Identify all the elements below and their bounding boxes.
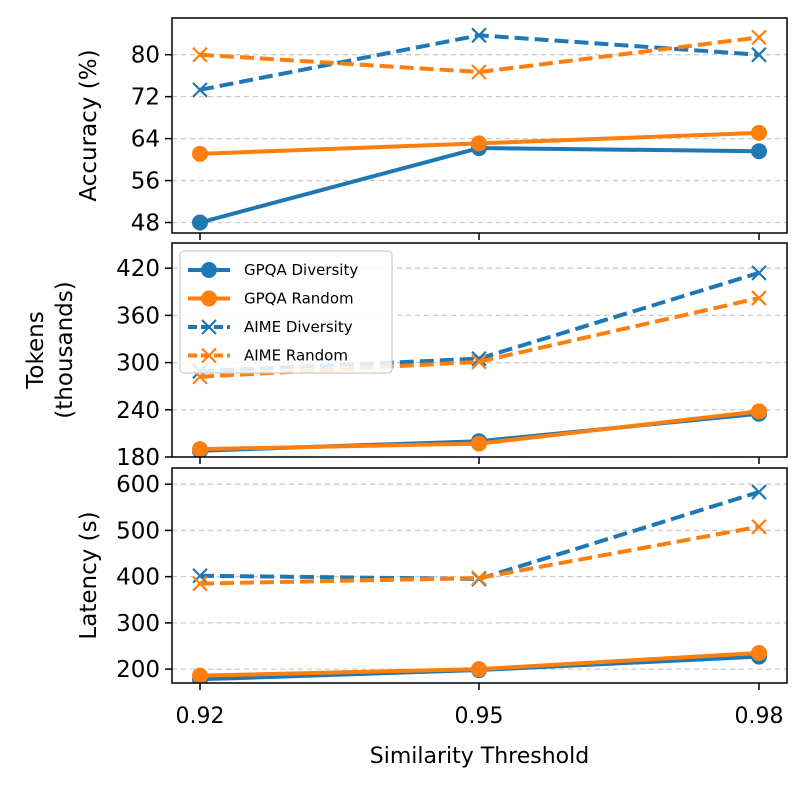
y-axis-label: Accuracy (%)	[76, 49, 102, 201]
y-tick-label: 180	[116, 445, 160, 471]
data-point	[751, 484, 767, 500]
x-tick-label: 0.92	[176, 704, 225, 729]
panel-3: 200 300 400 500 600 Latency (s) 0.92 0.95 0.98 Si…	[76, 467, 788, 769]
y-tick-label: 64	[131, 127, 160, 153]
data-point	[192, 46, 208, 63]
x-tick-label: 0.95	[455, 704, 504, 729]
series-line-aime-random	[199, 35, 760, 75]
y-tick-label: 56	[131, 169, 160, 195]
y-tick-label: 300	[116, 351, 160, 377]
data-point	[471, 135, 487, 152]
data-point	[751, 290, 767, 306]
legend-item: GPQA Random	[188, 290, 354, 308]
data-point	[471, 350, 487, 367]
data-point	[471, 64, 487, 80]
y-tick-label: 72	[131, 85, 160, 111]
y-axis-label: Latency (s)	[76, 511, 102, 639]
y-tick-label: 420	[116, 256, 160, 282]
legend-label: GPQA Diversity	[244, 261, 358, 279]
data-point	[751, 124, 767, 141]
data-point	[751, 265, 767, 281]
data-point	[192, 82, 208, 98]
data-point	[192, 441, 208, 457]
series-line-aime-random	[199, 524, 760, 586]
series-group	[192, 27, 767, 231]
data-point	[751, 403, 767, 420]
y-tick-label: 500	[116, 518, 160, 544]
data-point	[471, 27, 487, 44]
data-point	[471, 354, 487, 370]
y-tick-label: 80	[131, 43, 160, 69]
legend-marker	[201, 290, 217, 307]
data-point	[751, 29, 767, 46]
data-point	[192, 145, 208, 162]
data-point	[192, 575, 208, 592]
legend-item: AIME Diversity	[188, 318, 353, 336]
panel-1: 48 56 64 72 80 Accuracy (%)	[76, 17, 788, 240]
data-point	[192, 667, 208, 683]
legend-label: AIME Diversity	[244, 318, 353, 336]
panel-2: 180 240 300 360 420 Tokens (thousands) GPQA Div…	[23, 242, 788, 471]
legend-item: AIME Random	[188, 347, 348, 365]
y-tick-label: 400	[116, 565, 160, 591]
y-tick-label: 600	[116, 472, 160, 498]
legend-label: AIME Random	[244, 347, 348, 365]
legend-box	[179, 250, 393, 374]
y-tick-label: 240	[116, 398, 160, 424]
y-tick-label: 200	[116, 657, 160, 683]
y-axis-label: Tokens (thousands)	[23, 281, 78, 418]
y-tick-label: 300	[116, 611, 160, 637]
legend-marker	[201, 319, 217, 335]
data-point	[471, 661, 487, 678]
series-group	[192, 484, 767, 683]
data-point	[751, 644, 767, 661]
legend-item: GPQA Diversity	[188, 261, 358, 279]
data-point	[751, 143, 767, 160]
legend: GPQA Diversity GPQA Random AIME Diversity A…	[179, 250, 393, 374]
data-point	[751, 46, 767, 63]
x-tick-label: 0.98	[735, 704, 784, 729]
legend-label: GPQA Random	[244, 290, 354, 308]
series-line-aime-diversity	[199, 33, 760, 92]
series-line-aime-diversity	[199, 490, 760, 581]
y-tick-label: 360	[116, 303, 160, 329]
x-axis-label: Similarity Threshold	[370, 744, 589, 769]
data-point	[471, 570, 487, 586]
legend-marker	[201, 347, 217, 364]
series-line-gpqa-diversity	[199, 146, 760, 225]
data-point	[192, 214, 208, 231]
legend-marker	[201, 262, 217, 278]
data-point	[471, 435, 487, 452]
data-point	[751, 518, 767, 535]
y-tick-label: 48	[131, 211, 160, 237]
